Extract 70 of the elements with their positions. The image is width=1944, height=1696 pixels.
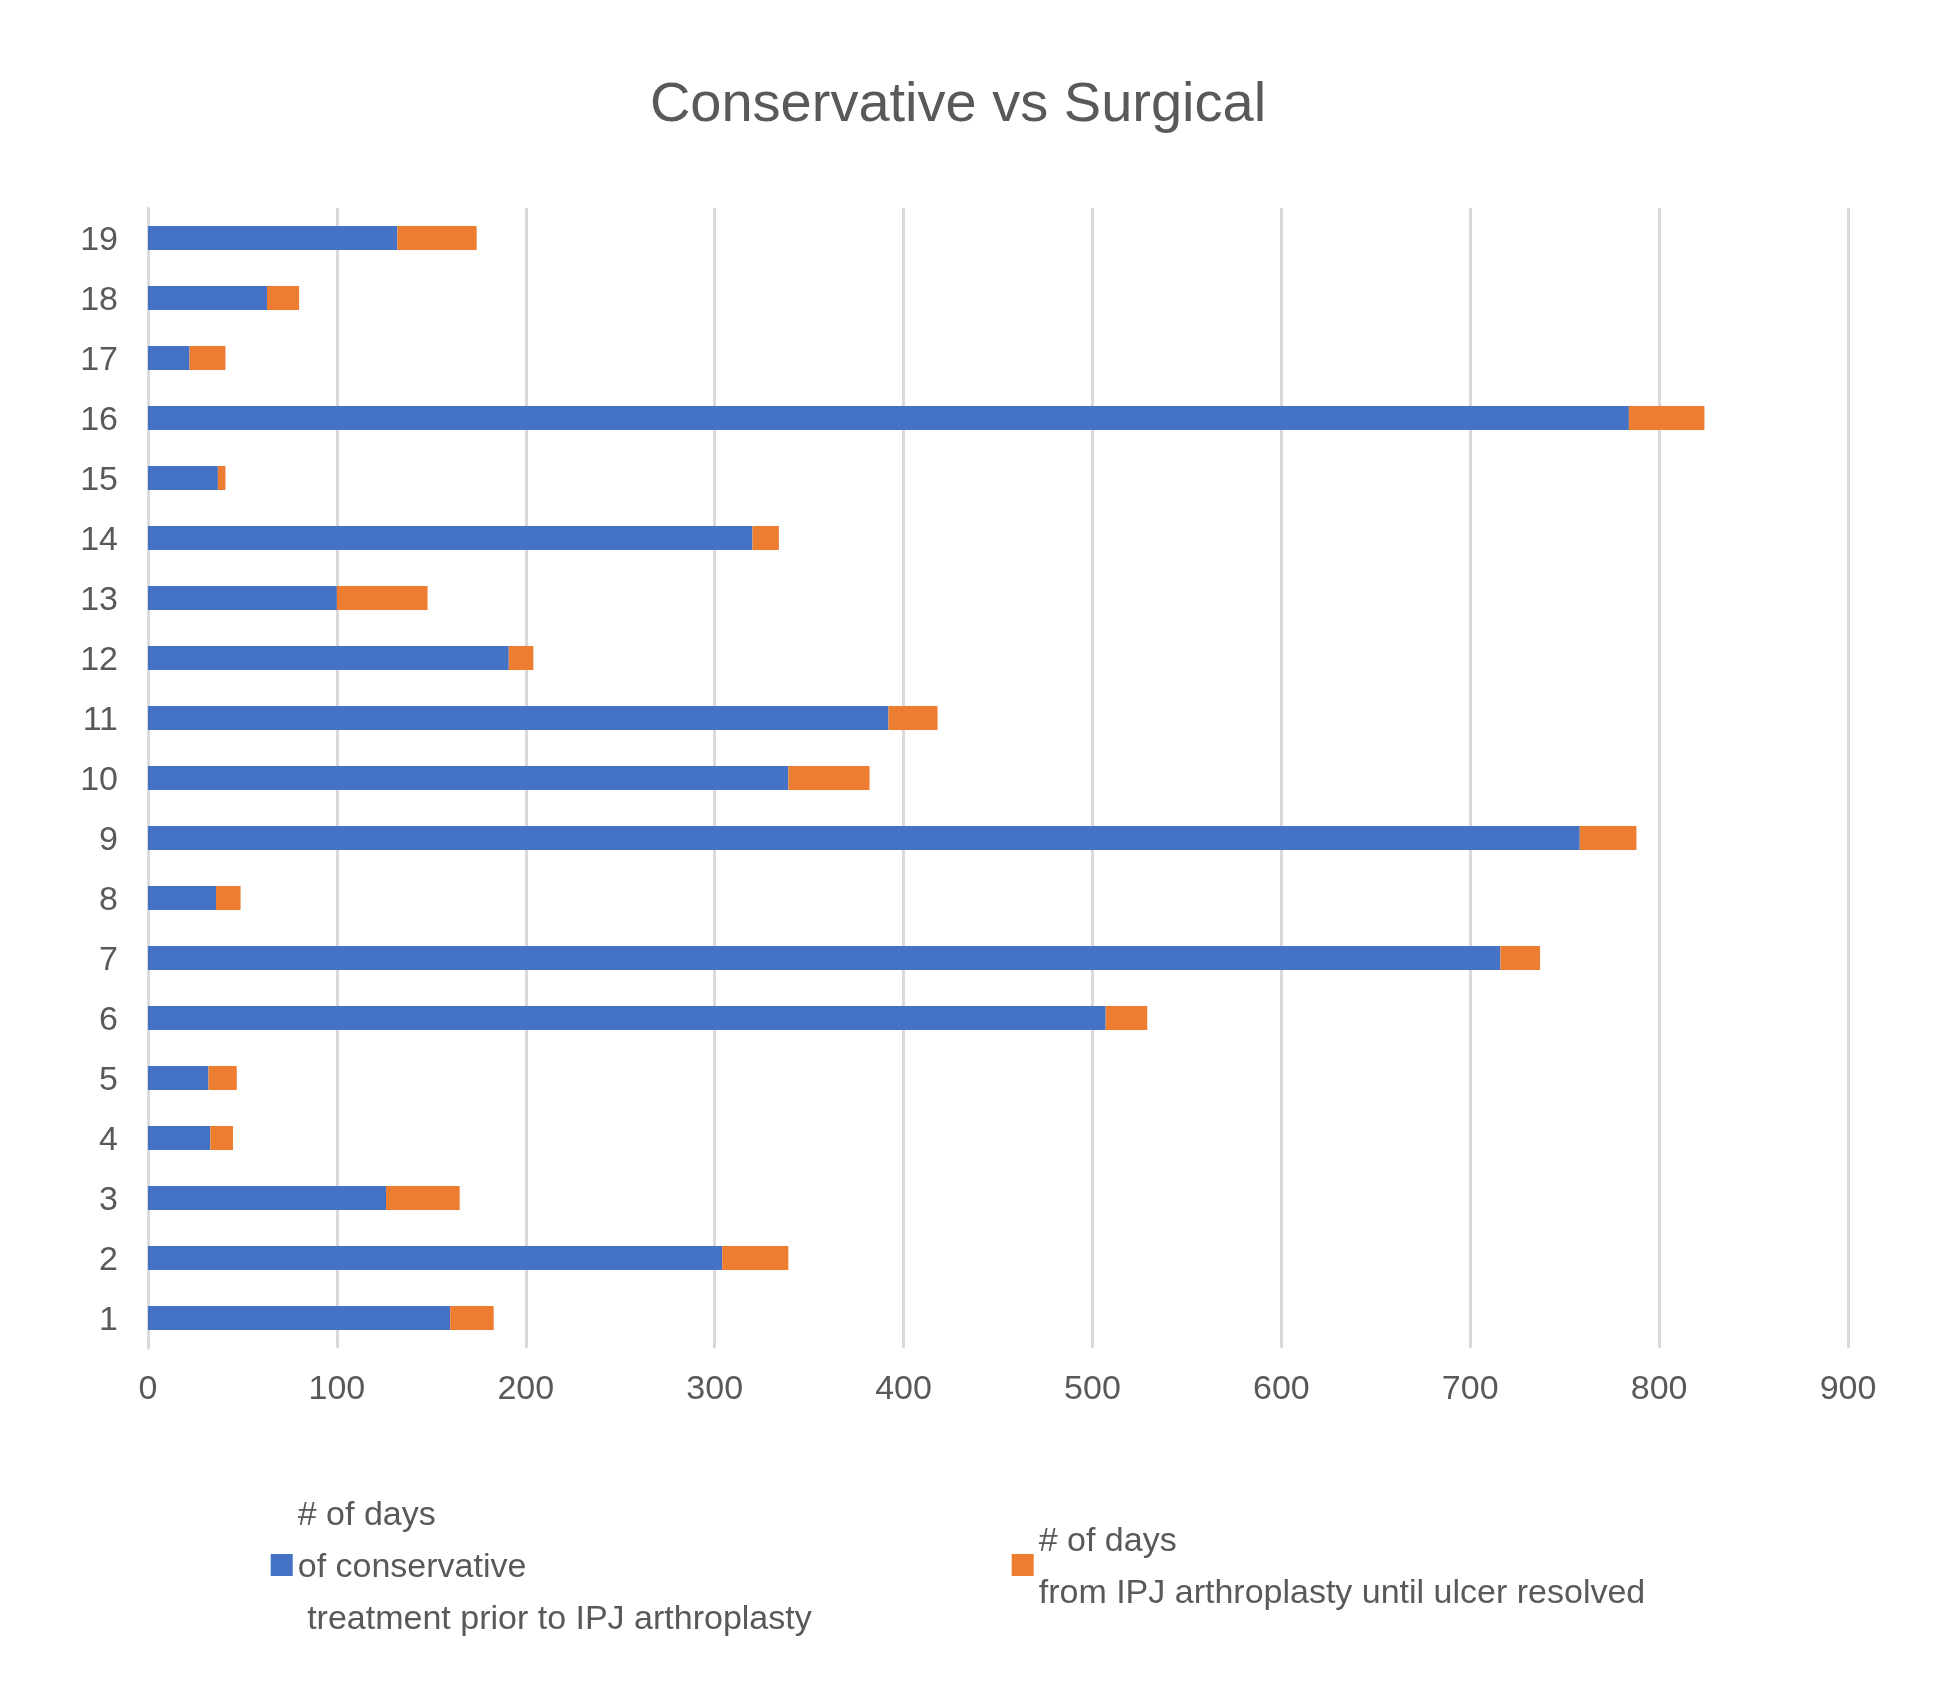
y-tick-label: 7: [99, 939, 118, 977]
bar: [148, 646, 509, 670]
bar: [752, 526, 779, 550]
chart-title: Conservative vs Surgical: [649, 69, 1267, 133]
y-tick-label: 5: [99, 1059, 118, 1097]
x-tick-label: 800: [1630, 1368, 1688, 1406]
bar: [1500, 946, 1541, 970]
bar: [508, 646, 534, 670]
x-tick-label: 900: [1819, 1368, 1877, 1406]
bar: [148, 346, 190, 370]
y-tick-label: 15: [80, 459, 118, 497]
x-tick-label: 0: [138, 1368, 158, 1406]
bar: [148, 526, 753, 550]
y-tick-label: 10: [80, 759, 118, 797]
bar: [148, 706, 889, 730]
bar: [386, 1186, 460, 1210]
y-tick-label: 9: [99, 819, 118, 857]
bar: [148, 946, 1501, 970]
bar: [148, 1126, 211, 1150]
bar: [148, 586, 337, 610]
y-tick-label: 16: [80, 399, 118, 437]
bar: [267, 286, 300, 310]
x-tick-label: 300: [686, 1368, 744, 1406]
bar: [217, 466, 226, 490]
bar: [148, 766, 789, 790]
bar: [148, 226, 398, 250]
y-tick-label: 18: [80, 279, 118, 317]
bar: [189, 346, 226, 370]
x-tick-label: 700: [1441, 1368, 1499, 1406]
bar: [208, 1066, 237, 1090]
bar: [1628, 406, 1705, 430]
x-tick-label: 100: [308, 1368, 366, 1406]
bar: [788, 766, 870, 790]
y-tick-label: 8: [99, 879, 118, 917]
bar: [148, 826, 1580, 850]
y-tick-label: 6: [99, 999, 118, 1037]
y-tick-label: 2: [99, 1239, 118, 1277]
y-tick-label: 11: [82, 699, 118, 737]
legend-label: # of days from IPJ arthroplasty until ulcer resolved: [1038, 1520, 1646, 1610]
bar: [1579, 826, 1637, 850]
bar: [148, 1066, 209, 1090]
bar: [722, 1246, 789, 1270]
y-tick-label: 19: [80, 219, 118, 257]
bar: [148, 1246, 723, 1270]
bar: [397, 226, 477, 250]
bar: [148, 406, 1629, 430]
x-tick-label: 400: [875, 1368, 932, 1406]
bar: [148, 886, 216, 910]
bar: [148, 286, 267, 310]
y-tick-label: 3: [99, 1179, 118, 1217]
legend-label: # of days of conservative treatment prior to IPJ arthroplasty: [297, 1494, 812, 1636]
x-tick-label: 500: [1064, 1368, 1121, 1406]
y-tick-label: 1: [99, 1299, 118, 1337]
x-tick-label: 200: [497, 1368, 555, 1406]
bar: [210, 1126, 233, 1150]
bar: [148, 1006, 1106, 1030]
y-tick-label: 4: [99, 1119, 118, 1157]
y-tick-label: 14: [80, 519, 118, 557]
bar: [148, 1186, 386, 1210]
bar: [216, 886, 241, 910]
bar: [888, 706, 938, 730]
bar: [450, 1306, 494, 1330]
y-tick-label: 13: [80, 579, 118, 617]
bar: [148, 466, 218, 490]
bar: [336, 586, 428, 610]
bar: [1105, 1006, 1148, 1030]
x-tick-label: 600: [1252, 1368, 1310, 1406]
y-tick-label: 12: [80, 639, 118, 677]
y-tick-label: 17: [80, 339, 118, 377]
bar: [148, 1306, 451, 1330]
